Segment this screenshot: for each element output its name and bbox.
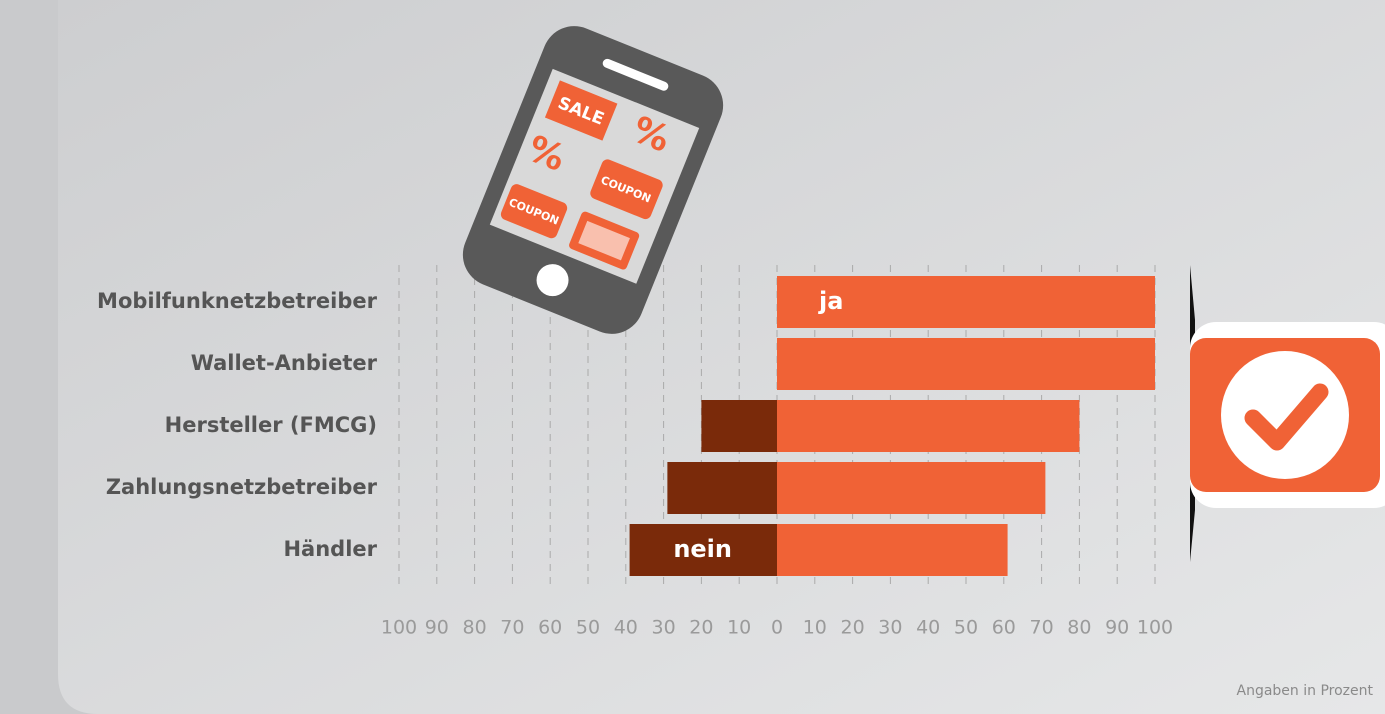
panel bbox=[58, 0, 1385, 714]
bar bbox=[777, 524, 1008, 576]
check-mark bbox=[1244, 383, 1329, 451]
x-tick-label: 70 bbox=[1030, 617, 1054, 639]
x-tick-label: 100 bbox=[381, 617, 417, 639]
x-tick-label: 80 bbox=[463, 617, 487, 639]
x-tick-label: 20 bbox=[689, 617, 713, 639]
x-tick-label: 10 bbox=[727, 617, 751, 639]
phone-illustration: SALE % % COUPON COUPON bbox=[462, 26, 724, 334]
bar bbox=[777, 276, 1155, 328]
plot: 100 90 80 70 60 50 40 30 20 10 0 10 20 30 40 50 60 70 80 90… bbox=[97, 265, 1173, 639]
bar bbox=[629, 524, 777, 576]
category-label: Zahlungsnetzbetreiber bbox=[106, 475, 378, 499]
series-label: nein bbox=[673, 535, 732, 563]
sale-tag bbox=[544, 80, 618, 141]
x-tick-label: 70 bbox=[500, 617, 524, 639]
x-tick-label: 100 bbox=[1137, 617, 1173, 639]
coupon bbox=[500, 184, 568, 239]
x-tick-label: 40 bbox=[916, 617, 940, 639]
bar bbox=[701, 400, 777, 452]
bar bbox=[777, 400, 1080, 452]
barcode bbox=[578, 220, 630, 261]
x-tick-label: 90 bbox=[1105, 617, 1129, 639]
bar bbox=[667, 462, 777, 514]
x-tick-label: 90 bbox=[425, 617, 449, 639]
x-tick-label: 80 bbox=[1067, 617, 1091, 639]
x-tick-label: 50 bbox=[576, 617, 600, 639]
category-label: Hersteller (FMCG) bbox=[165, 413, 377, 437]
phone-button bbox=[536, 264, 569, 297]
x-tick-label: 0 bbox=[771, 617, 783, 639]
x-tick-label: 30 bbox=[652, 617, 676, 639]
x-tick-label: 60 bbox=[992, 617, 1016, 639]
x-tick-label: 60 bbox=[538, 617, 562, 639]
phone-speaker bbox=[602, 58, 669, 91]
bar bbox=[777, 338, 1155, 390]
annotation: Angaben in Prozent bbox=[1237, 683, 1374, 699]
series-label: ja bbox=[818, 287, 843, 315]
x-tick-label: 10 bbox=[803, 617, 827, 639]
x-tick-label: 20 bbox=[841, 617, 865, 639]
check-circle bbox=[1221, 351, 1349, 479]
x-tick-label: 40 bbox=[614, 617, 638, 639]
x-tick-label: 30 bbox=[878, 617, 902, 639]
category-label: Händler bbox=[283, 537, 377, 561]
category-label: Mobilfunknetzbetreiber bbox=[97, 289, 378, 313]
x-tick-label: 50 bbox=[954, 617, 978, 639]
category-label: Wallet-Anbieter bbox=[191, 351, 378, 375]
coupon bbox=[590, 159, 663, 220]
bar bbox=[777, 462, 1046, 514]
